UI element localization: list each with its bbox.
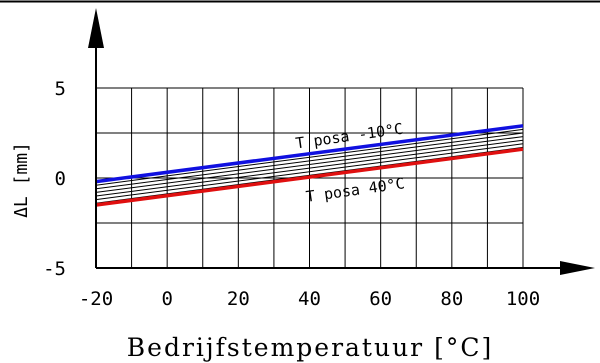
y-axis-arrow-icon	[88, 8, 104, 48]
x-tick-label: -20	[79, 288, 113, 310]
y-tick-label: 0	[55, 168, 66, 190]
x-tick-label: 20	[227, 288, 250, 310]
axes	[88, 8, 595, 275]
x-tick-label: 40	[298, 288, 321, 310]
x-axis-title: Bedrijfstemperatuur [°C]	[127, 333, 493, 362]
series-line-intermediate	[95, 143, 524, 201]
series-line-7	[95, 147, 524, 207]
series-line-0	[95, 124, 524, 184]
series-line-intermediate	[95, 146, 524, 204]
x-tick-label: 60	[369, 288, 392, 310]
y-axis-title: ΔL [mm]	[11, 142, 32, 218]
x-tick-label: 80	[440, 288, 463, 310]
series-line-intermediate	[95, 128, 524, 186]
series-line-intermediate	[95, 139, 524, 197]
y-tick-labels: -5 0 5	[43, 78, 66, 280]
y-tick-label: -5	[43, 258, 66, 280]
series-layer	[95, 124, 524, 207]
y-tick-label: 5	[55, 78, 66, 100]
x-tick-label: 100	[506, 288, 540, 310]
x-tick-labels: -20 0 20 40 60 80 100	[79, 288, 540, 310]
x-axis-arrow-icon	[560, 261, 595, 275]
series-line-intermediate	[95, 136, 524, 193]
series-line-intermediate	[95, 132, 524, 190]
x-tick-label: 0	[161, 288, 172, 310]
